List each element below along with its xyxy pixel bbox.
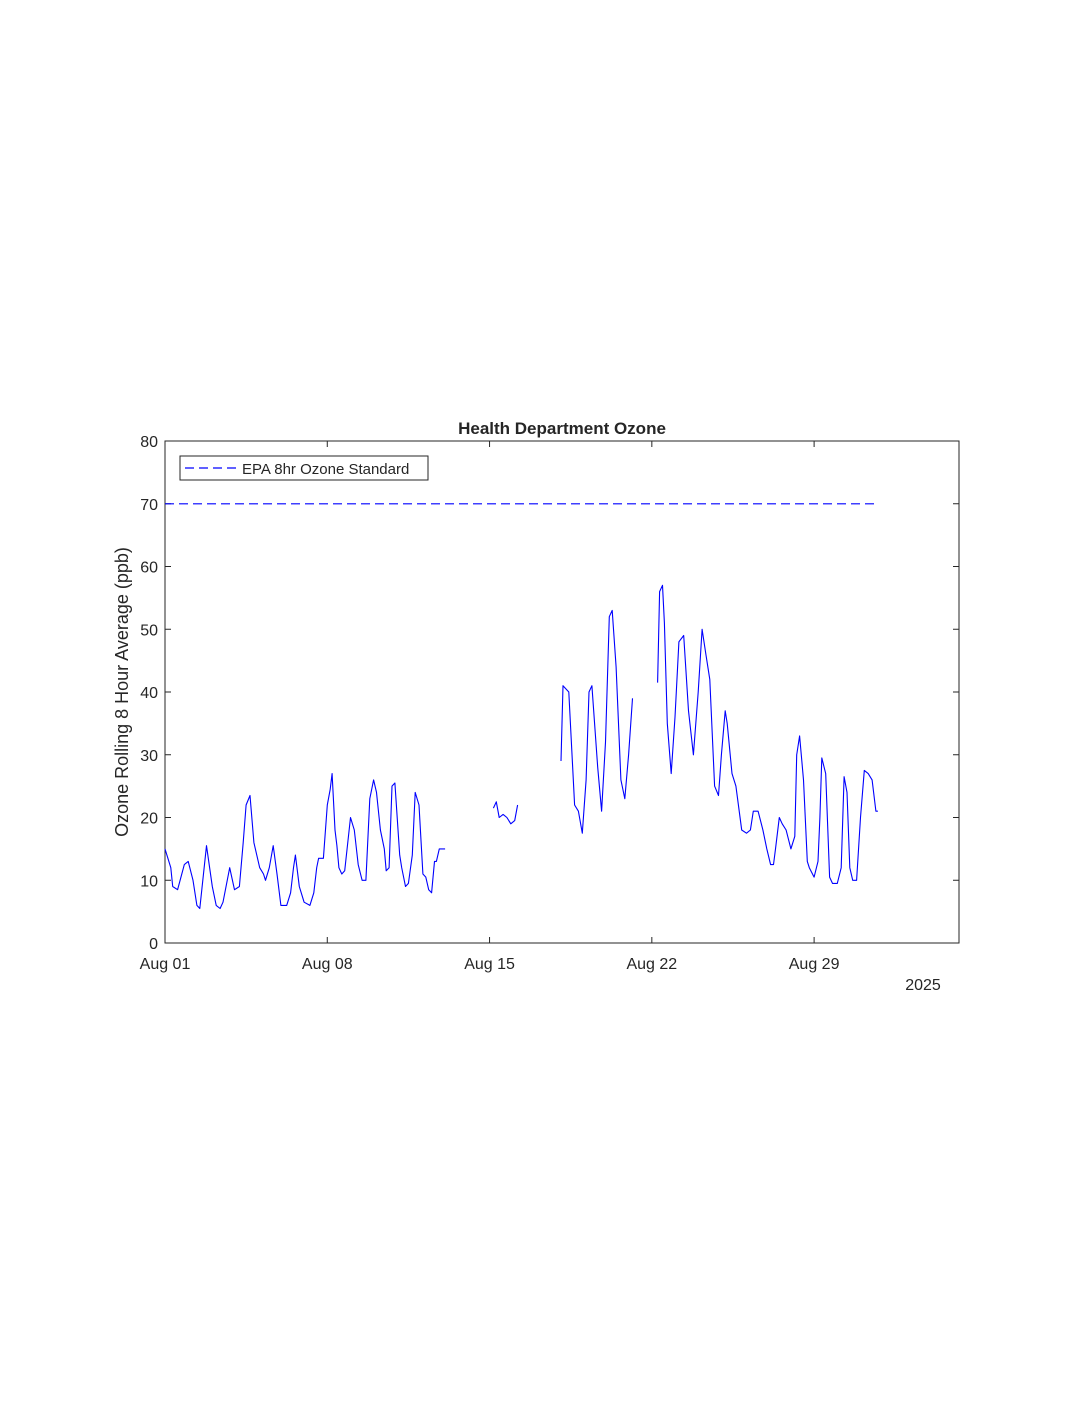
ozone-series-segment-4	[657, 584, 878, 884]
ozone-series-segment-3	[560, 609, 634, 834]
x-tick-label: Aug 08	[302, 956, 353, 973]
x-axis-year-label: 2025	[905, 977, 941, 994]
x-tick-label: Aug 29	[789, 956, 840, 973]
ozone-series-segment-2	[492, 801, 519, 825]
y-tick-label: 10	[140, 873, 158, 890]
legend: EPA 8hr Ozone Standard	[179, 455, 429, 481]
chart-title: Health Department Ozone	[458, 419, 666, 438]
y-tick-label: 70	[140, 497, 158, 514]
y-tick-label: 0	[149, 936, 158, 953]
x-tick-label: Aug 01	[140, 956, 191, 973]
y-axis-label: Ozone Rolling 8 Hour Average (ppb)	[112, 547, 132, 837]
x-tick-label: Aug 22	[626, 956, 677, 973]
y-tick-label: 30	[140, 748, 158, 765]
axes: 0 10 20 30 40 50 60 70 80 Aug 01 Aug 08 Aug 15 Aug 2…	[140, 434, 960, 973]
y-tick-label: 20	[140, 811, 158, 828]
y-tick-label: 80	[140, 434, 158, 451]
y-tick-label: 40	[140, 685, 158, 702]
y-tick-label: 60	[140, 560, 158, 577]
legend-label-epa-standard: EPA 8hr Ozone Standard	[242, 461, 409, 478]
ozone-series-segment-1	[164, 773, 446, 910]
y-tick-label: 50	[140, 622, 158, 639]
x-tick-label: Aug 15	[464, 956, 515, 973]
data-lines	[164, 503, 878, 910]
